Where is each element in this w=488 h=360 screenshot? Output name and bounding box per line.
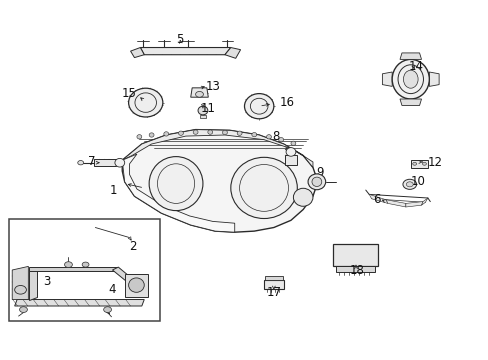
Bar [333, 244, 377, 266]
Ellipse shape [178, 131, 183, 135]
Text: 10: 10 [410, 175, 425, 188]
Polygon shape [421, 198, 427, 205]
Ellipse shape [244, 94, 273, 119]
Text: 16: 16 [279, 96, 294, 109]
Ellipse shape [266, 135, 271, 139]
Bar [335, 266, 374, 272]
Text: 13: 13 [205, 80, 220, 93]
Polygon shape [428, 72, 438, 86]
Ellipse shape [422, 162, 426, 165]
Bar [199, 115, 206, 118]
Text: 14: 14 [408, 60, 423, 73]
Ellipse shape [78, 161, 83, 165]
Bar [124, 274, 148, 297]
Polygon shape [29, 269, 37, 300]
Polygon shape [405, 202, 422, 207]
Ellipse shape [207, 130, 212, 134]
Polygon shape [122, 130, 312, 167]
Ellipse shape [402, 179, 416, 189]
Ellipse shape [290, 141, 295, 145]
Ellipse shape [128, 88, 163, 117]
Polygon shape [140, 48, 230, 55]
Ellipse shape [163, 132, 168, 136]
Polygon shape [399, 53, 421, 59]
Ellipse shape [115, 158, 124, 167]
Polygon shape [15, 300, 144, 306]
Text: 7: 7 [88, 156, 95, 168]
Ellipse shape [137, 135, 142, 139]
Bar [94, 159, 116, 166]
Polygon shape [29, 267, 117, 271]
Text: 6: 6 [372, 193, 380, 206]
Ellipse shape [311, 177, 321, 186]
Bar [9, 219, 160, 321]
Polygon shape [122, 154, 234, 232]
Ellipse shape [222, 130, 227, 135]
Polygon shape [190, 88, 208, 97]
Ellipse shape [412, 162, 416, 165]
Ellipse shape [103, 307, 111, 312]
Polygon shape [382, 72, 391, 86]
Polygon shape [122, 130, 317, 232]
Bar [264, 280, 283, 289]
Ellipse shape [403, 70, 417, 88]
Text: 15: 15 [122, 87, 137, 100]
Polygon shape [112, 267, 137, 285]
Text: 17: 17 [266, 286, 281, 299]
Text: 4: 4 [108, 283, 116, 296]
Ellipse shape [406, 182, 412, 187]
Ellipse shape [64, 262, 72, 267]
Ellipse shape [230, 157, 297, 219]
Polygon shape [386, 200, 405, 207]
Ellipse shape [82, 262, 89, 267]
Bar [285, 155, 296, 165]
Ellipse shape [285, 148, 295, 156]
Ellipse shape [195, 91, 203, 97]
Polygon shape [224, 48, 240, 58]
Text: 3: 3 [42, 275, 50, 288]
Ellipse shape [193, 130, 198, 134]
Ellipse shape [15, 285, 26, 294]
Polygon shape [368, 194, 387, 203]
Ellipse shape [391, 59, 428, 99]
Ellipse shape [278, 138, 283, 142]
Polygon shape [399, 99, 421, 105]
Ellipse shape [293, 188, 312, 206]
Ellipse shape [307, 174, 325, 190]
Ellipse shape [149, 133, 154, 137]
Ellipse shape [149, 157, 203, 211]
Text: 11: 11 [200, 102, 215, 114]
Polygon shape [12, 266, 28, 300]
Text: 5: 5 [175, 33, 183, 46]
Text: 18: 18 [349, 264, 364, 277]
Text: 9: 9 [316, 166, 324, 179]
Ellipse shape [251, 132, 256, 137]
Text: 8: 8 [272, 130, 280, 143]
Polygon shape [130, 48, 144, 58]
Bar [264, 276, 282, 280]
Ellipse shape [198, 106, 207, 115]
Ellipse shape [20, 307, 27, 312]
Ellipse shape [237, 131, 242, 135]
Text: 2: 2 [129, 240, 137, 253]
Text: 12: 12 [427, 156, 442, 169]
Bar [410, 160, 427, 168]
Text: 1: 1 [109, 184, 117, 197]
Ellipse shape [128, 278, 144, 292]
